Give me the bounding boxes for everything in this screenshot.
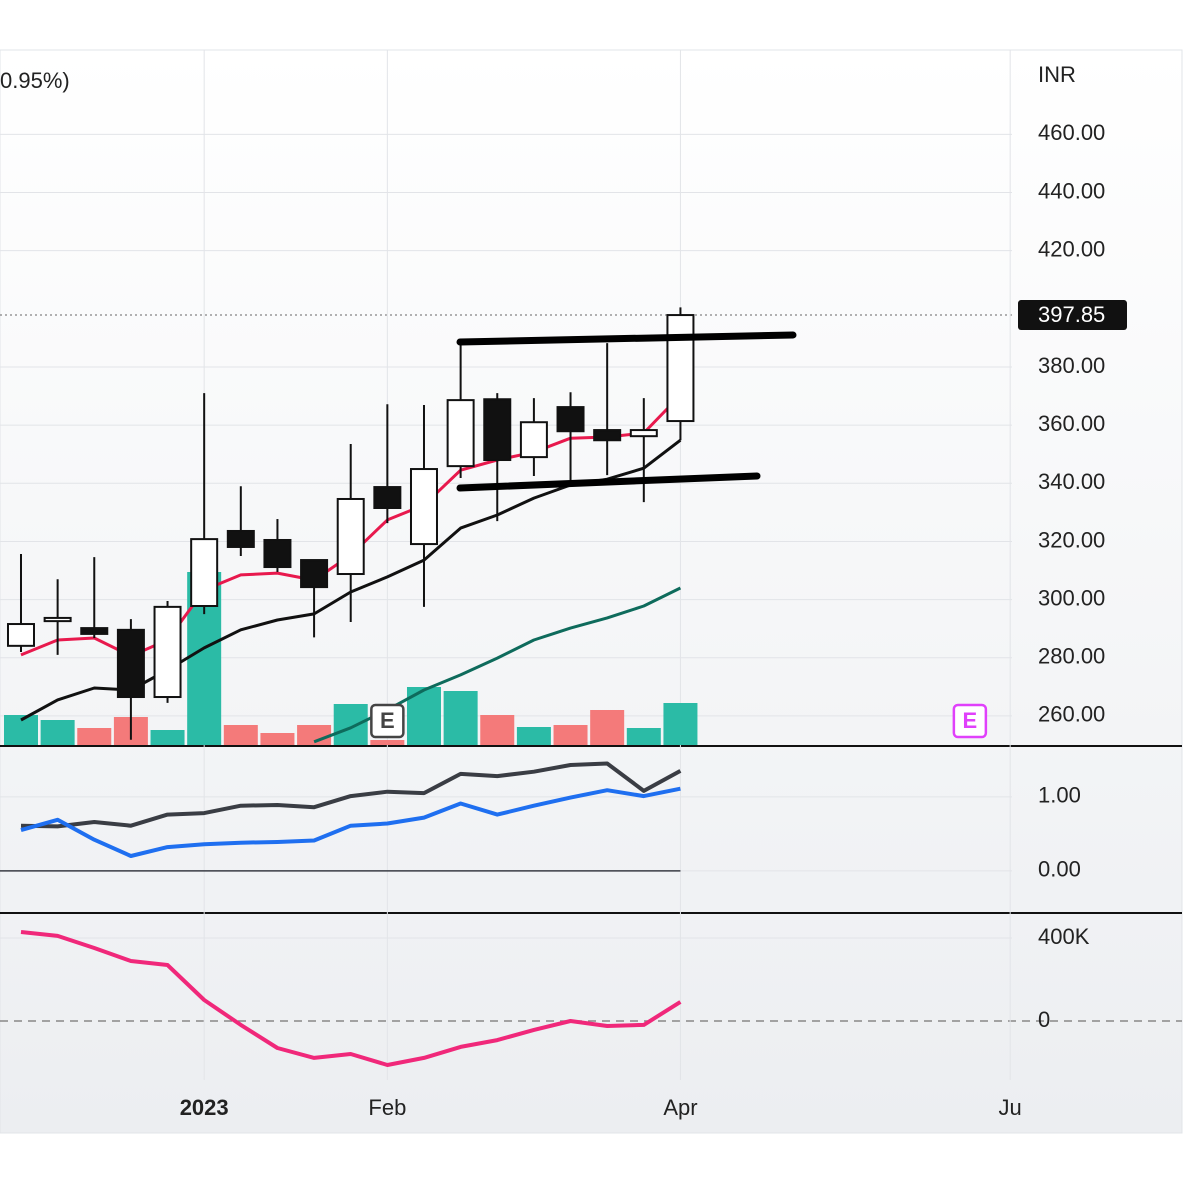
y-tick-label: 0.00 (1038, 857, 1081, 882)
y-tick-label: 260.00 (1038, 702, 1105, 727)
y-tick-label: 360.00 (1038, 411, 1105, 436)
candle-body (43, 616, 72, 623)
line (20, 786, 681, 858)
candle-body (226, 529, 255, 548)
volume-bar (3, 715, 38, 745)
y-tick-label: 280.00 (1038, 644, 1105, 669)
y-tick-label: 400K (1038, 924, 1090, 949)
panel (0, 761, 682, 872)
candle-body (483, 398, 512, 462)
candle-body (300, 559, 329, 589)
y-tick-label: 460.00 (1038, 120, 1105, 145)
price-badge (1018, 300, 1127, 331)
y-tick-label: 380.00 (1038, 353, 1105, 378)
candle-body (336, 497, 365, 576)
volume-bar (223, 725, 258, 745)
trendline (456, 472, 761, 492)
event-badge (370, 703, 405, 739)
volume-bar (443, 691, 478, 745)
candle-body (80, 627, 109, 635)
event-label: E (963, 708, 978, 733)
volume-bar (150, 730, 185, 745)
panel (3, 307, 698, 745)
x-tick-label: Feb (368, 1095, 406, 1120)
volume-bar (590, 710, 625, 745)
volume-bar (40, 720, 75, 745)
labels: 260.00 280.00 300.00 320.00 340.00 360.00 380.… (180, 120, 1127, 1120)
volume-bar (260, 733, 295, 745)
trendline (456, 331, 797, 346)
volume-bar (516, 727, 551, 745)
volume-bar (626, 728, 661, 745)
x-tick-label: Ju (999, 1095, 1022, 1120)
currency: INR (1038, 62, 1076, 87)
volume-bar (553, 725, 588, 745)
marks (0, 307, 698, 1067)
panel (20, 930, 682, 1067)
candle-body (519, 421, 548, 459)
frame (0, 49, 1183, 1134)
y-tick-label: 440.00 (1038, 178, 1105, 203)
candle-body (629, 429, 658, 438)
subtitle: 0.95%) (0, 68, 70, 93)
volume-bar (663, 703, 698, 745)
volume-bar (480, 715, 515, 745)
y-tick-label: 320.00 (1038, 527, 1105, 552)
y-tick-label: 1.00 (1038, 783, 1081, 808)
y-tick-label: 300.00 (1038, 585, 1105, 610)
volume-bar (333, 704, 368, 745)
line (20, 930, 682, 1067)
candle-body (116, 628, 145, 699)
volume-bar (297, 725, 332, 745)
candle-body (6, 623, 35, 647)
candle-body (190, 538, 219, 607)
candle-body (593, 429, 622, 442)
y-tick-label: 340.00 (1038, 469, 1105, 494)
candle-body (446, 399, 475, 468)
x-tick-label: 2023 (180, 1095, 229, 1120)
line (20, 761, 682, 829)
candle-body (409, 468, 438, 546)
event-label: E (380, 708, 395, 733)
volume-bar (370, 740, 405, 745)
x-tick-label: Apr (663, 1095, 697, 1120)
event-badge (952, 703, 988, 739)
volume-bar (77, 728, 112, 745)
candle-body (556, 406, 585, 433)
y-tick-label: 420.00 (1038, 236, 1105, 261)
candle-body (153, 605, 182, 699)
candle-body (373, 486, 402, 510)
candle-body (666, 314, 695, 423)
y-tick-label: 0 (1038, 1007, 1050, 1032)
price-label: 397.85 (1038, 302, 1105, 327)
candle-body (263, 538, 292, 569)
